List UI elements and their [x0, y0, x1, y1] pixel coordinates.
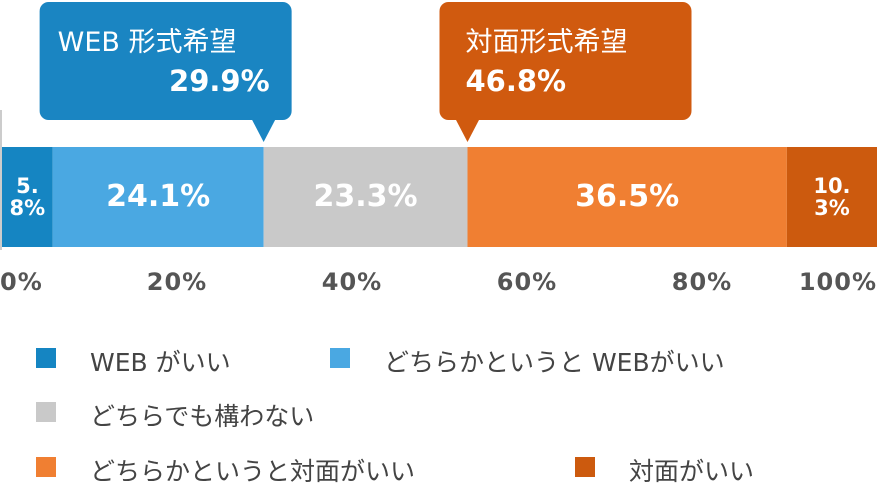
value-label-text: 23.3%: [313, 179, 418, 215]
x-tick-label: 80%: [671, 268, 733, 296]
value-label: 36.5%: [468, 147, 787, 247]
x-tick-label: 100%: [798, 268, 877, 296]
value-label-text: 10.3%: [813, 173, 851, 220]
legend-swatch: [36, 402, 56, 422]
x-tick-label: 60%: [496, 268, 558, 296]
bar-segment: [263, 147, 468, 247]
callout-box: [439, 2, 692, 120]
callout-value: 46.8%: [465, 64, 567, 98]
bar-segment: [467, 147, 787, 247]
bar-segment: [2, 147, 53, 247]
callout-pointer: [455, 119, 480, 142]
bar-segment: [52, 147, 264, 247]
callout-title: WEB 形式希望: [57, 27, 237, 58]
legend-label: 対面がいい: [629, 457, 755, 486]
x-tick-label: 0%: [0, 268, 43, 296]
legend-swatch: [36, 457, 56, 477]
value-label: 24.1%: [53, 147, 264, 247]
legend-label: WEB がいい: [90, 348, 231, 377]
x-tick-label: 40%: [321, 268, 383, 296]
callout-box: [39, 2, 292, 120]
value-label: 5.8%: [2, 147, 53, 247]
callout-pointer: [251, 119, 276, 142]
value-label-text: 36.5%: [575, 179, 680, 215]
x-tick-label: 20%: [146, 268, 208, 296]
value-label-text: 5.8%: [9, 173, 46, 220]
legend-label: どちらでも構わない: [90, 402, 315, 431]
callout-title: 対面形式希望: [465, 27, 628, 58]
bar-segment: [786, 147, 877, 247]
legend-swatch: [36, 348, 56, 368]
value-label: 10.3%: [787, 147, 877, 247]
callout: 対面形式希望 46.8%: [440, 2, 692, 120]
value-label: 23.3%: [264, 147, 468, 247]
callout-value: 29.9%: [169, 64, 270, 98]
value-label-text: 24.1%: [106, 179, 211, 215]
legend-swatch: [575, 457, 595, 477]
callout: WEB 形式希望 29.9%: [40, 2, 292, 120]
legend-swatch: [330, 348, 350, 368]
legend-label: どちらかというと WEBがいい: [384, 348, 725, 377]
legend-label: どちらかというと対面がいい: [90, 457, 416, 486]
